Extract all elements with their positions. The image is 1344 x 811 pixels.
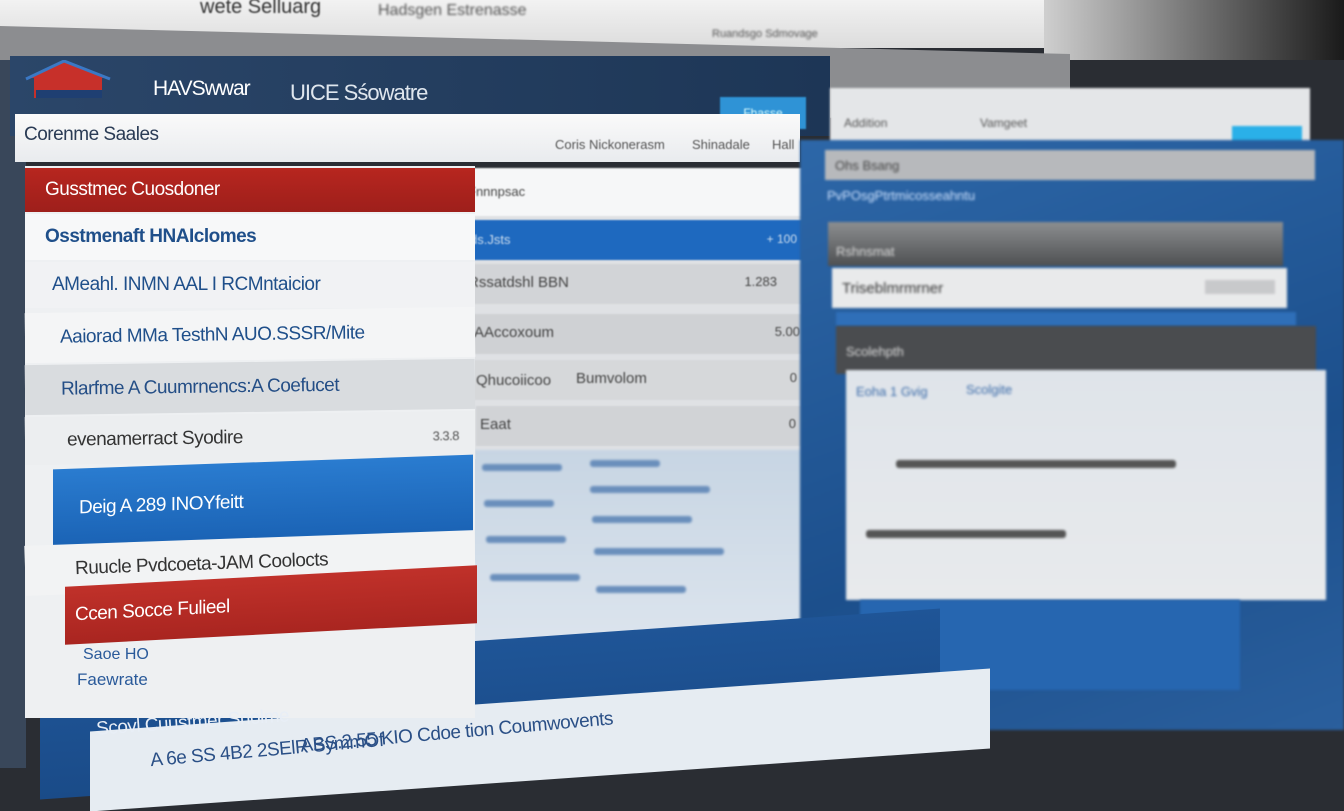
table-row[interactable]: Rssatdshl BBN 1.283 bbox=[462, 264, 807, 304]
record-cell: Scolgite bbox=[966, 382, 1013, 397]
list-line bbox=[596, 586, 686, 593]
table-row[interactable]: Eaat 0 bbox=[476, 406, 806, 446]
cell: AAccoxoum bbox=[474, 324, 555, 341]
list-line bbox=[482, 464, 562, 471]
house-logo-icon bbox=[25, 60, 111, 98]
cell: ds.Jsts bbox=[470, 232, 511, 247]
list-item-label: evenamerract Syodire bbox=[66, 427, 244, 451]
browser-tab[interactable]: wete Selluarg bbox=[200, 0, 322, 18]
divider bbox=[836, 312, 1296, 326]
browser-tab[interactable]: Hadsgen Estrenasse bbox=[378, 2, 527, 19]
detail-table: Fnnnpsac ds.Jsts + 100 Rssatdshl BBN 1.283… bbox=[458, 168, 808, 458]
records-table: Eoha 1 Gvig Scolgite bbox=[846, 370, 1326, 600]
cell: Eaat bbox=[480, 416, 511, 433]
list-item[interactable]: Osstmenaft HNAIclomes bbox=[25, 214, 475, 260]
right-header: Addition Vamgeet bbox=[830, 88, 1310, 144]
list-item[interactable]: AMeahl. INMN AAL I RCMntaicior bbox=[25, 262, 475, 308]
section-header: Scolehpth bbox=[836, 326, 1316, 374]
cell: 5.00 bbox=[774, 324, 800, 339]
list-line bbox=[486, 536, 566, 543]
field-input[interactable]: Triseblmrmrner bbox=[832, 268, 1287, 308]
cell: Qhucoiicoo bbox=[476, 372, 552, 389]
search-bar[interactable]: Ohs Bsang bbox=[825, 150, 1315, 180]
activity-list bbox=[470, 450, 840, 650]
field-label: Rshnsmat bbox=[836, 244, 895, 259]
list-line bbox=[490, 574, 580, 581]
footer-label: Saoe HO bbox=[83, 646, 149, 663]
list-item-value: 3.3.8 bbox=[432, 427, 460, 443]
field-value: Triseblmrmrner bbox=[842, 280, 944, 297]
panel-heading: PvPOsgPtrtmicosseahntu bbox=[825, 184, 1125, 208]
footer-label: Faewrate bbox=[77, 670, 148, 689]
list-item[interactable]: Aaiorad MMa TesthN AUO.SSSR/Mite bbox=[24, 306, 476, 364]
cell: 0 bbox=[789, 370, 797, 385]
table-header: Fnnnpsac bbox=[458, 168, 803, 216]
list-item-label: Aaiorad MMa TesthN AUO.SSSR/Mite bbox=[59, 322, 365, 348]
table-header-label: Fnnnpsac bbox=[468, 184, 526, 199]
search-text: Ohs Bsang bbox=[835, 158, 900, 173]
cell: 1.283 bbox=[744, 274, 777, 289]
cell: 0 bbox=[788, 416, 796, 431]
browser-tab[interactable]: Ruandsgo Sdmovage bbox=[712, 28, 818, 40]
list-line bbox=[590, 486, 710, 493]
cell: Rssatdshl BBN bbox=[468, 274, 569, 291]
subheader-link[interactable]: Shinadale bbox=[692, 137, 750, 152]
right-header-label: Addition bbox=[844, 116, 888, 130]
customer-list: Gusstmec Cuosdoner Osstmenaft HNAIclomes… bbox=[24, 166, 477, 718]
list-item[interactable]: Gusstmec Cuosdoner bbox=[25, 168, 475, 212]
list-line bbox=[590, 460, 660, 467]
field-header: Rshnsmat bbox=[828, 222, 1283, 266]
record-cell: Eoha 1 Gvig bbox=[856, 384, 928, 399]
subheader-link[interactable]: Coris Nickonerasm bbox=[555, 137, 665, 152]
subheader-link[interactable]: Hall bbox=[772, 137, 795, 152]
list-line bbox=[484, 500, 554, 507]
table-row-selected[interactable]: ds.Jsts + 100 bbox=[462, 220, 807, 260]
page-title: Corenme Saales bbox=[24, 124, 159, 145]
section-label: Scolehpth bbox=[846, 344, 904, 359]
list-line bbox=[594, 548, 724, 555]
list-item-label: Gusstmec Cuosdoner bbox=[45, 179, 220, 200]
list-item-label: Osstmenaft HNAIclomes bbox=[45, 226, 257, 247]
table-row[interactable]: AAccoxoum 5.00 bbox=[468, 314, 808, 354]
bezel bbox=[1044, 0, 1344, 60]
list-item[interactable]: Rlarfme A Cuumrnencs:A Coefucet bbox=[24, 358, 476, 416]
list-item-label: Rlarfme A Cuumrnencs:A Coefucet bbox=[60, 374, 340, 400]
list-line bbox=[592, 516, 692, 523]
product-name: UICE Sśowatre bbox=[290, 80, 428, 105]
heading-text: PvPOsgPtrtmicosseahntu bbox=[827, 188, 976, 203]
list-item-label: AMeahl. INMN AAL I RCMntaicior bbox=[52, 274, 321, 295]
cell: Bumvolom bbox=[576, 370, 647, 387]
bezel bbox=[0, 60, 26, 768]
table-row[interactable]: Qhucoiicoo Bumvolom 0 bbox=[472, 360, 807, 400]
list-item-label: Deig A 289 INOYfeitt bbox=[79, 491, 244, 519]
subheader bbox=[15, 114, 800, 162]
list-item-label: Ccen Socce Fulieel bbox=[75, 596, 230, 626]
brand-name: HAVSwwar bbox=[153, 77, 251, 100]
right-header-label[interactable]: Vamgeet bbox=[980, 116, 1028, 130]
cell: + 100 bbox=[766, 232, 797, 246]
